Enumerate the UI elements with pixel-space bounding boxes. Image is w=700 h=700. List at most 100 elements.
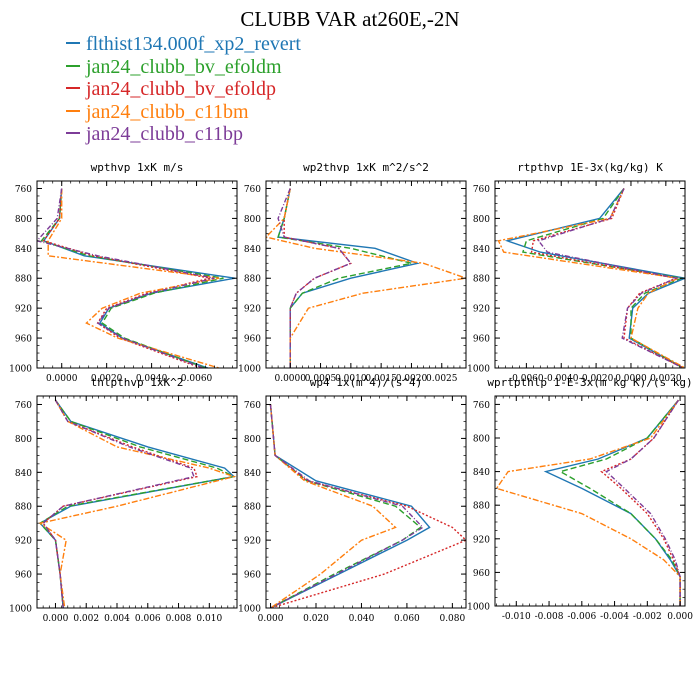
series-group — [495, 399, 681, 606]
y-tick-label: 1000 — [467, 603, 490, 613]
y-tick-label: 840 — [15, 469, 32, 479]
chart-panel: rtpthvp 1E-3x(kg/kg) K 760 800 840 880 920 960… — [467, 161, 686, 384]
x-tick-label: 0.000 — [43, 614, 69, 624]
series-line — [37, 188, 215, 368]
x-tick-label: 0.002 — [73, 614, 99, 624]
x-tick-label: 0.0025 — [426, 374, 458, 384]
y-tick-label: 880 — [473, 502, 490, 512]
panel-title: wp2thvp 1xK m^2/s^2 — [303, 161, 429, 174]
series-line — [269, 404, 422, 608]
legend-swatch — [66, 132, 80, 135]
plot-frame — [494, 180, 686, 369]
y-tick-label: 880 — [244, 503, 261, 513]
chart-panel: wpthvp 1xK m/s 760 800 840 880 920 960 1000 0.00… — [9, 161, 238, 384]
plot-frame — [265, 180, 467, 369]
x-tick-label: -0.0060 — [509, 374, 544, 384]
panel-title: rtpthvp 1E-3x(kg/kg) K — [517, 161, 663, 174]
y-tick-label: 880 — [244, 275, 261, 285]
series-line — [600, 399, 681, 606]
x-tick-label: 0.0000 — [615, 374, 647, 384]
series-line — [42, 399, 195, 608]
y-tick-label: 840 — [15, 245, 32, 255]
legend-swatch — [66, 42, 80, 45]
y-tick-label: 800 — [473, 435, 490, 445]
y-tick-label: 760 — [15, 401, 32, 411]
legend-item: jan24_clubb_bv_efoldp — [66, 78, 301, 101]
series-line — [38, 399, 237, 608]
series-line — [38, 399, 236, 608]
legend-item: jan24_clubb_c11bm — [66, 101, 301, 124]
y-tick-label: 1000 — [9, 365, 32, 375]
series-line — [277, 188, 421, 368]
panel-title: thlpthvp 1xK^2 — [91, 376, 184, 389]
y-tick-label: 920 — [244, 537, 261, 547]
series-line — [269, 404, 431, 608]
y-tick-label: 920 — [473, 305, 490, 315]
x-tick-label: 0.0010 — [335, 374, 367, 384]
x-tick-label: 0.080 — [439, 614, 465, 624]
x-tick-label: -0.004 — [600, 612, 629, 622]
y-tick-label: 960 — [473, 569, 490, 579]
legend-swatch — [66, 87, 80, 90]
series-line — [497, 188, 685, 368]
chart-panel: wprtpthlp 1-E-3x(m kg K)/(s kg) 760 800 840… — [467, 376, 693, 622]
x-tick-label: 0.004 — [104, 614, 130, 624]
series-line — [504, 188, 685, 368]
y-tick-label: 760 — [244, 185, 261, 195]
x-tick-label: 0.0020 — [91, 374, 123, 384]
x-tick-label: -0.010 — [502, 612, 531, 622]
y-tick-label: 960 — [15, 571, 32, 581]
x-tick-label: 0.040 — [349, 614, 375, 624]
series-group — [269, 404, 466, 608]
y-tick-label: 760 — [473, 185, 490, 195]
plot-frame — [36, 180, 238, 369]
series-line — [42, 188, 235, 368]
y-tick-label: 920 — [473, 535, 490, 545]
series-line — [269, 404, 424, 608]
series-line — [605, 399, 681, 606]
x-tick-label: -0.006 — [567, 612, 596, 622]
legend-item: flthist134.000f_xp2_revert — [66, 33, 301, 56]
legend-swatch — [66, 64, 80, 67]
x-tick-label: 0.010 — [196, 614, 222, 624]
plot-frame — [36, 395, 238, 609]
series-group — [497, 188, 685, 368]
series-line — [537, 188, 684, 368]
x-tick-label: 0.0015 — [365, 374, 397, 384]
y-tick-label: 920 — [15, 305, 32, 315]
legend-label: flthist134.000f_xp2_revert — [86, 33, 301, 55]
x-tick-label: -0.008 — [535, 612, 564, 622]
y-tick-label: 800 — [244, 435, 261, 445]
y-tick-label: 760 — [473, 401, 490, 411]
series-line — [277, 188, 412, 368]
x-tick-label: 0.0040 — [136, 374, 168, 384]
x-tick-label: 0.0000 — [46, 374, 78, 384]
x-tick-label: 0.020 — [303, 614, 329, 624]
series-line — [283, 188, 352, 368]
figure-title: CLUBB VAR at260E,-2N — [240, 7, 460, 31]
series-line — [266, 188, 466, 368]
x-tick-label: 0.006 — [135, 614, 161, 624]
y-tick-label: 760 — [15, 185, 32, 195]
series-group — [38, 399, 237, 608]
y-tick-label: 800 — [473, 215, 490, 225]
legend-label: jan24_clubb_bv_efoldm — [86, 55, 282, 78]
y-tick-label: 800 — [244, 215, 261, 225]
y-tick-label: 840 — [244, 469, 261, 479]
y-tick-label: 960 — [244, 335, 261, 345]
series-line — [495, 399, 681, 606]
legend-item: jan24_clubb_bv_efoldm — [66, 56, 301, 79]
x-tick-label: -0.002 — [633, 612, 662, 622]
y-tick-label: 1000 — [238, 605, 261, 615]
y-tick-label: 800 — [15, 215, 32, 225]
plot-frame — [265, 395, 467, 609]
y-tick-label: 840 — [473, 245, 490, 255]
series-group — [37, 188, 235, 368]
panel-title: wp4 1x(m^4)/(s^4) — [310, 376, 423, 389]
panel-title: wpthvp 1xK m/s — [91, 161, 184, 174]
x-tick-label: 0.008 — [166, 614, 192, 624]
x-tick-label: 0.0005 — [305, 374, 337, 384]
legend-label: jan24_clubb_c11bm — [86, 100, 249, 123]
y-tick-label: 840 — [244, 245, 261, 255]
